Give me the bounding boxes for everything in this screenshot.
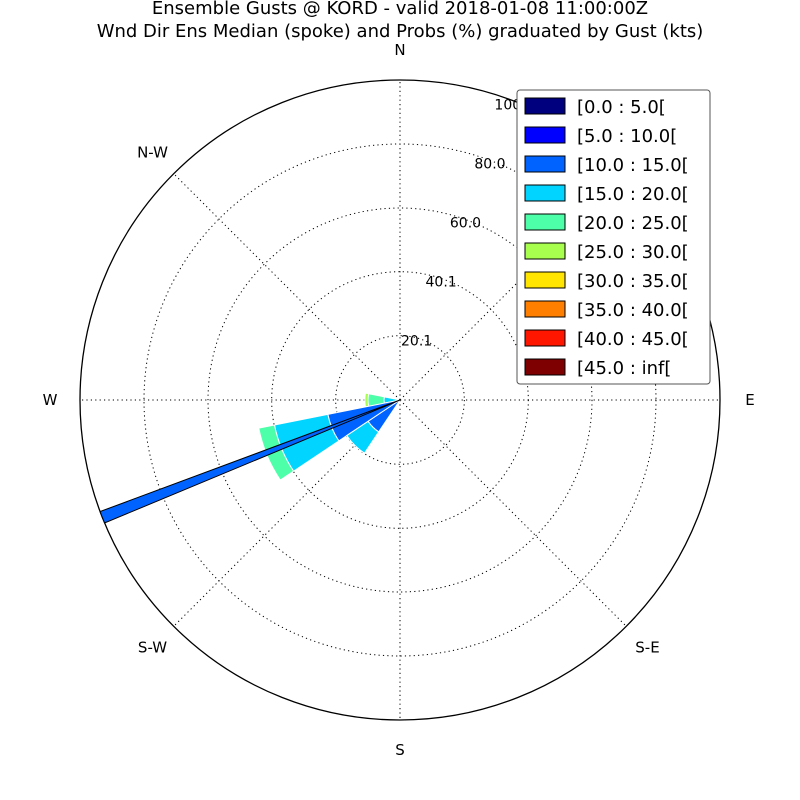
legend-swatch-1 <box>524 126 566 144</box>
legend-swatch-6 <box>524 271 566 289</box>
legend: [0.0 : 5.0[ [5.0 : 10.0[ [10.0 : 15.0[ [15.… <box>516 89 711 385</box>
legend-swatch-5 <box>524 242 566 260</box>
legend-swatch-7 <box>524 300 566 318</box>
radial-tick-label: 20.1 <box>401 334 432 350</box>
legend-label-3: [15.0 : 20.0[ <box>577 184 689 205</box>
legend-label-9: [45.0 : inf[ <box>577 358 671 379</box>
legend-label-4: [20.0 : 25.0[ <box>577 213 689 234</box>
legend-swatch-8 <box>524 329 566 347</box>
radial-tick-label: 80.0 <box>474 156 505 172</box>
radial-tick-label: 40.1 <box>426 274 457 290</box>
legend-label-5: [25.0 : 30.0[ <box>577 242 689 263</box>
grid-spoke-n-w <box>173 173 401 401</box>
radial-tick-label: 60.0 <box>450 216 481 232</box>
polar-frame <box>79 79 721 721</box>
direction-label-s: S <box>395 741 405 759</box>
grid-ring <box>207 207 593 593</box>
wind-rose-bars <box>99 392 401 524</box>
legend-label-2: [10.0 : 15.0[ <box>577 155 689 176</box>
sector-bar-225-bin-3 <box>346 420 380 454</box>
grid-spoke-s-e <box>399 399 627 627</box>
legend-label-1: [5.0 : 10.0[ <box>577 126 677 147</box>
legend-label-6: [30.0 : 35.0[ <box>577 271 689 292</box>
sector-bar-270-bin-5 <box>364 392 370 408</box>
direction-label-s-w: S-W <box>138 638 167 656</box>
direction-label-w: W <box>43 391 58 409</box>
direction-label-e: E <box>745 391 754 409</box>
direction-label-n: N <box>394 41 405 59</box>
grid-spoke-n-e <box>399 173 627 401</box>
grid-ring <box>143 143 657 657</box>
legend-swatch-2 <box>524 155 566 173</box>
grid-ring <box>271 271 529 529</box>
legend-label-8: [40.0 : 45.0[ <box>577 329 689 350</box>
legend-swatch-0 <box>524 97 566 115</box>
legend-label-0: [0.0 : 5.0[ <box>577 97 666 118</box>
sector-bar-247.5-bin-4 <box>258 424 295 481</box>
chart-title-line-2: Wnd Dir Ens Median (spoke) and Probs (%)… <box>97 21 704 42</box>
direction-label-s-e: S-E <box>635 638 659 656</box>
polar-grid <box>79 79 721 721</box>
legend-label-7: [35.0 : 40.0[ <box>577 300 689 321</box>
legend-swatch-3 <box>524 184 566 202</box>
chart-title-line-1: Ensemble Gusts @ KORD - valid 2018-01-08… <box>152 0 648 19</box>
median-spoke <box>99 399 401 524</box>
legend-swatch-4 <box>524 213 566 231</box>
direction-label-n-w: N-W <box>137 144 168 162</box>
legend-swatch-9 <box>524 358 566 376</box>
grid-ring <box>335 335 465 465</box>
